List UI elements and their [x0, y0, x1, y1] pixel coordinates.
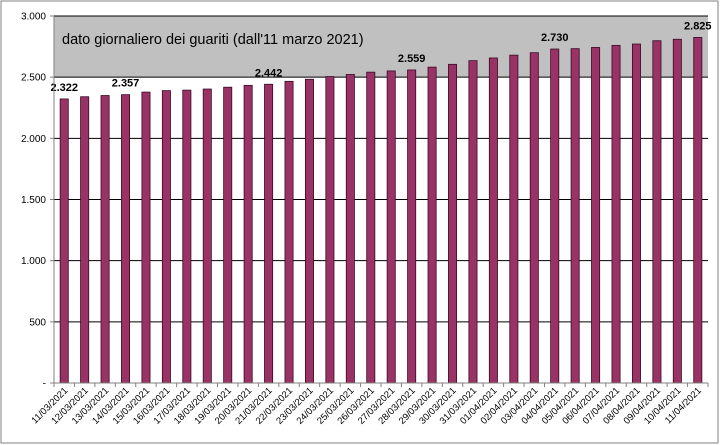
bar: [59, 98, 69, 384]
bar: [325, 76, 335, 384]
bar: [591, 47, 601, 384]
bar: [121, 94, 131, 384]
data-labels: 2.322 2.357 2.442 2.559 2.730 2.825: [50, 20, 711, 94]
y-tick-label: -: [43, 379, 46, 390]
bar: [427, 66, 437, 384]
bar: [448, 63, 458, 384]
bar: [80, 96, 90, 384]
data-label: 2.357: [112, 78, 140, 90]
bar: [652, 40, 662, 384]
bar: [672, 38, 682, 384]
bar: [529, 52, 539, 384]
bar: [304, 78, 314, 384]
bar: [386, 70, 396, 384]
bar: [366, 71, 376, 384]
bar: [243, 84, 253, 384]
bar: [182, 89, 192, 384]
bar: [611, 44, 621, 384]
bar: [284, 80, 294, 384]
bar: [161, 90, 171, 384]
bar: [631, 43, 641, 384]
bar: [223, 86, 233, 384]
y-axis-ticks: - 500 1.000 1.500 2.000 2.500 3.000: [21, 12, 54, 390]
bar: [509, 54, 519, 384]
data-label: 2.322: [50, 82, 78, 94]
bar: [570, 48, 580, 384]
chart-title: dato giornaliero dei guariti (dall'11 ma…: [62, 32, 364, 48]
bar: [100, 95, 110, 384]
bars: [59, 37, 703, 384]
bar: [488, 57, 498, 384]
y-tick-label: 2.000: [21, 134, 46, 145]
y-tick-label: 3.000: [21, 12, 46, 23]
x-axis-labels: 11/03/202112/03/202113/03/202114/03/2021…: [29, 383, 709, 427]
bar: [407, 69, 417, 384]
y-tick-label: 500: [29, 317, 46, 328]
data-label: 2.825: [684, 20, 712, 32]
bar: [345, 74, 355, 384]
data-label: 2.559: [398, 53, 426, 65]
bar: [141, 91, 151, 384]
bar: [264, 83, 274, 384]
bar: [202, 88, 212, 384]
bar: [550, 48, 560, 384]
data-label: 2.730: [541, 32, 569, 44]
data-label: 2.442: [255, 67, 283, 79]
y-tick-label: 2.500: [21, 73, 46, 84]
bar: [468, 60, 478, 384]
y-tick-label: 1.500: [21, 195, 46, 206]
y-tick-label: 1.000: [21, 256, 46, 267]
bar: [693, 37, 703, 384]
